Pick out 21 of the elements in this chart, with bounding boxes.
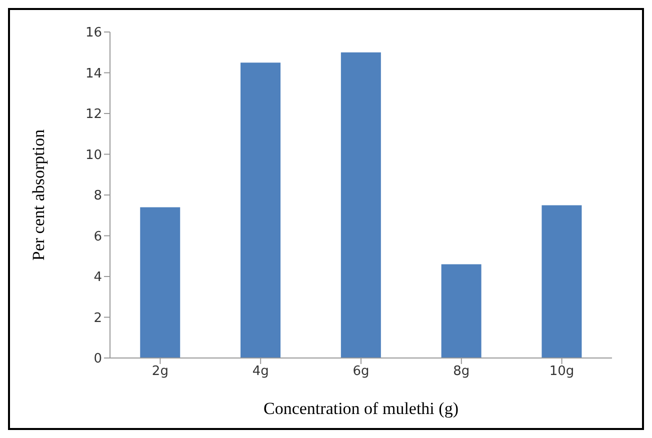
x-axis-title: Concentration of mulethi (g) xyxy=(264,399,458,418)
bar xyxy=(140,207,180,358)
bar xyxy=(542,205,582,358)
y-tick-label: 0 xyxy=(94,352,102,367)
y-tick-label: 12 xyxy=(85,107,102,122)
x-tick-label: 8g xyxy=(453,364,470,380)
bar xyxy=(340,52,381,358)
y-tick-label: 8 xyxy=(94,188,102,204)
bar xyxy=(441,264,482,358)
y-tick-label: 4 xyxy=(94,270,102,286)
x-tick-label: 2g xyxy=(152,364,168,380)
y-tick-label: 14 xyxy=(85,66,102,82)
y-tick-label: 6 xyxy=(94,229,102,244)
y-tick-label: 10 xyxy=(85,148,102,163)
x-tick-label: 4g xyxy=(252,364,269,380)
y-axis-title: Per cent absorption xyxy=(29,128,48,261)
x-tick-label: 10g xyxy=(549,364,574,380)
y-tick-label: 16 xyxy=(85,26,102,41)
x-tick-label: 6g xyxy=(352,364,370,380)
y-tick-label: 2 xyxy=(94,310,102,326)
bar xyxy=(240,62,281,358)
